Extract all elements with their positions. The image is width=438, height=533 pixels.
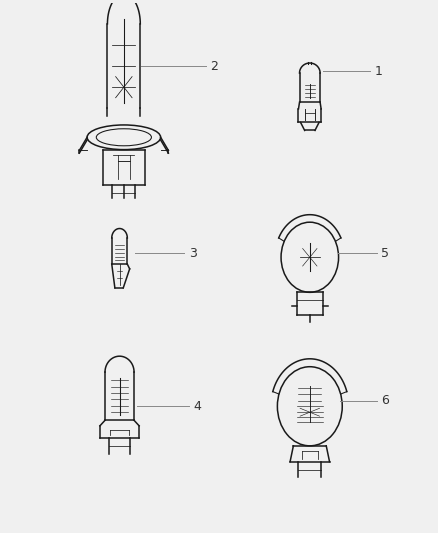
Text: 3: 3 xyxy=(189,247,197,260)
Text: 2: 2 xyxy=(210,60,218,72)
Text: 4: 4 xyxy=(193,400,201,413)
Text: 1: 1 xyxy=(374,65,382,78)
Text: 6: 6 xyxy=(381,394,389,408)
Text: 5: 5 xyxy=(381,247,389,260)
